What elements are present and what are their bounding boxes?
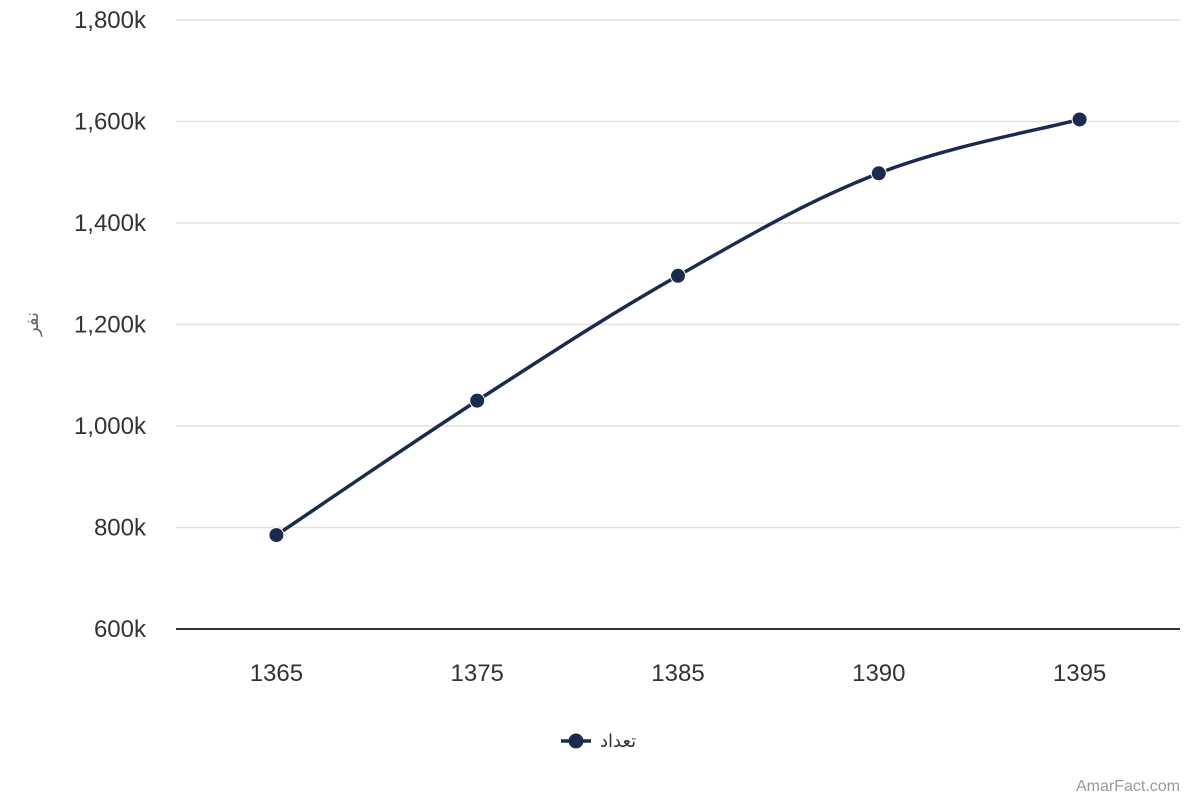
y-tick-label: 800k — [94, 515, 147, 542]
y-tick-label: 1,800k — [74, 7, 147, 34]
y-axis-label: نفر — [22, 312, 43, 337]
y-tick-label: 1,600k — [74, 109, 147, 136]
y-tick-label: 1,400k — [74, 210, 147, 237]
data-point[interactable] — [870, 165, 887, 182]
data-point[interactable] — [1071, 111, 1088, 128]
x-tick-label: 1390 — [852, 660, 905, 687]
x-tick-label: 1395 — [1053, 660, 1106, 687]
x-tick-label: 1365 — [250, 660, 303, 687]
y-axis-ticks: 600k 800k 1,000k 1,200k 1,400k 1,600k 1,800k — [74, 7, 147, 643]
data-point[interactable] — [670, 267, 686, 284]
legend-marker — [568, 733, 584, 749]
legend[interactable]: تعداد — [561, 731, 636, 752]
y-tick-label: 1,000k — [74, 413, 147, 440]
x-tick-label: 1385 — [651, 660, 704, 687]
y-tick-label: 1,200k — [74, 312, 147, 339]
series-layer — [268, 111, 1088, 544]
credit-text[interactable]: AmarFact.com — [1076, 778, 1180, 795]
gridlines — [176, 19, 1180, 529]
series-line[interactable] — [274, 117, 1082, 537]
data-point[interactable] — [268, 527, 285, 544]
y-tick-label: 600k — [94, 616, 147, 643]
x-axis-ticks: 1365 1375 1385 1390 1395 — [250, 660, 1107, 687]
data-point[interactable] — [469, 392, 486, 409]
x-tick-label: 1375 — [451, 660, 504, 687]
legend-label: تعداد — [600, 731, 636, 752]
